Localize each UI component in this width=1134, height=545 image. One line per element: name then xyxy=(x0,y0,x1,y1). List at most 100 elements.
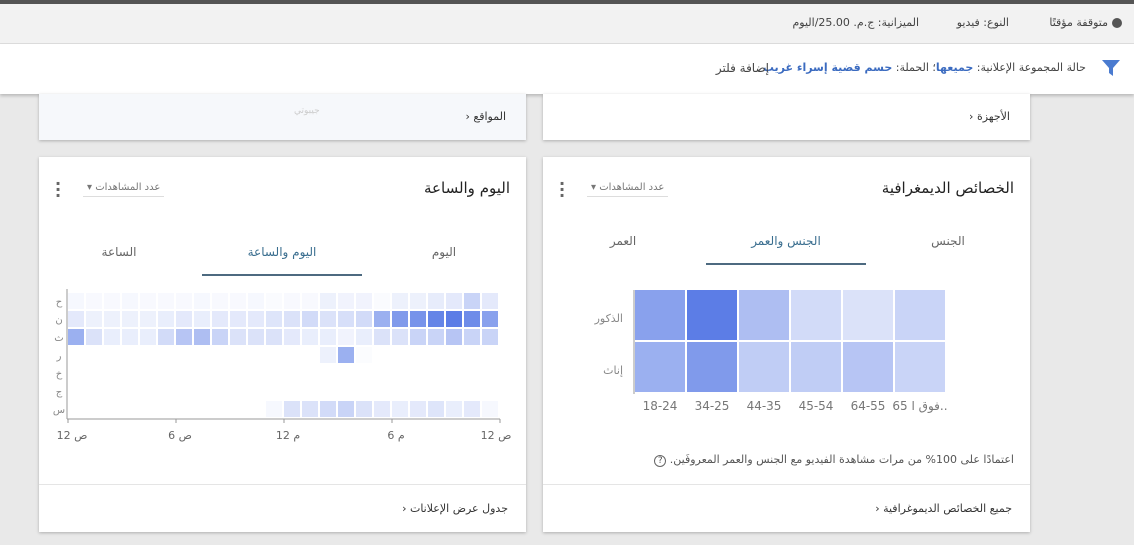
heatmap-cell xyxy=(320,311,336,327)
heatmap-cell xyxy=(230,311,246,327)
tab-age[interactable]: العمر xyxy=(609,234,637,248)
heatmap-cell xyxy=(338,329,354,345)
heatmap-cell xyxy=(122,293,138,309)
heatmap-cell xyxy=(687,342,737,392)
heatmap-cell xyxy=(230,293,246,309)
budget-label: الميزانية: ج.م. 25.00/اليوم xyxy=(792,16,919,29)
heatmap-cell xyxy=(482,401,498,417)
heatmap-cell xyxy=(176,311,192,327)
x-tick-label: 64-55 xyxy=(851,399,886,413)
heatmap-cell xyxy=(392,329,408,345)
x-tick-label: 18-24 xyxy=(643,399,678,413)
heatmap-cell xyxy=(392,401,408,417)
locations-link[interactable]: المواقع ‹ xyxy=(465,110,506,123)
window-top-bar xyxy=(0,0,1134,4)
heatmap-cell xyxy=(374,311,390,327)
tab-hour[interactable]: الساعة xyxy=(101,245,137,259)
row-label: الذكور xyxy=(594,312,623,325)
heatmap-cell xyxy=(392,293,408,309)
heatmap-cell xyxy=(158,293,174,309)
heatmap-cell xyxy=(356,347,372,363)
filter-icon[interactable] xyxy=(1102,60,1120,76)
heatmap-cell xyxy=(410,329,426,345)
heatmap-cell xyxy=(266,401,282,417)
devices-card: الأجهزة ‹ xyxy=(543,94,1030,140)
heatmap-cell xyxy=(86,329,102,345)
heatmap-cell xyxy=(194,311,210,327)
tab-gender[interactable]: الجنس xyxy=(931,234,965,248)
heatmap-cell xyxy=(176,293,192,309)
heatmap-cell xyxy=(122,329,138,345)
heatmap-cell xyxy=(791,342,841,392)
heatmap-cell xyxy=(895,290,945,340)
heatmap-cell xyxy=(86,311,102,327)
heatmap-cell xyxy=(843,342,893,392)
active-tab-indicator xyxy=(202,274,362,276)
x-tick-label: ص 12 xyxy=(481,429,512,442)
x-tick-label: ص 12 xyxy=(57,429,88,442)
heatmap-cell xyxy=(284,401,300,417)
heatmap-cell xyxy=(356,311,372,327)
heatmap-cell xyxy=(158,329,174,345)
add-filter-button[interactable]: إضافة فلتر xyxy=(715,61,769,75)
heatmap-cell xyxy=(212,293,228,309)
all-demographics-link[interactable]: جميع الخصائص الديموغرافية ‹ xyxy=(875,502,1012,515)
heatmap-cell xyxy=(356,329,372,345)
heatmap-cell xyxy=(410,311,426,327)
heatmap-cell xyxy=(843,290,893,340)
heatmap-cell xyxy=(464,293,480,309)
help-icon[interactable]: ? xyxy=(654,455,667,467)
heatmap-cell xyxy=(302,401,318,417)
heatmap-cell xyxy=(482,293,498,309)
heatmap-cell xyxy=(320,293,336,309)
x-tick-label: ص 6 xyxy=(168,429,192,442)
day-hour-card: اليوم والساعة عدد المشاهدات ▾ · · · اليوم … xyxy=(39,157,526,532)
row-label: ن xyxy=(55,315,62,326)
heatmap-cell xyxy=(374,401,390,417)
tab-gender-age[interactable]: الجنس والعمر xyxy=(751,234,821,248)
x-tick-label: م 12 xyxy=(276,429,300,442)
heatmap-cell xyxy=(176,329,192,345)
heatmap-cell xyxy=(284,329,300,345)
tab-day-hour[interactable]: اليوم والساعة xyxy=(247,245,317,259)
heatmap-cell xyxy=(248,329,264,345)
heatmap-cell xyxy=(68,293,84,309)
more-options-icon[interactable]: · · · xyxy=(54,174,62,205)
heatmap-cell xyxy=(687,290,737,340)
heatmap-cell xyxy=(374,329,390,345)
heatmap-cell xyxy=(248,311,264,327)
heatmap-cell xyxy=(212,329,228,345)
card-title: اليوم والساعة xyxy=(424,179,510,197)
active-filters[interactable]: حالة المجموعة الإعلانية: جميعها؛ الحملة:… xyxy=(762,61,1086,74)
filter-bar: حالة المجموعة الإعلانية: جميعها؛ الحملة:… xyxy=(0,44,1134,94)
heatmap-cell xyxy=(446,401,462,417)
metric-dropdown[interactable]: عدد المشاهدات ▾ xyxy=(587,182,669,197)
heatmap-cell xyxy=(739,342,789,392)
metric-dropdown[interactable]: عدد المشاهدات ▾ xyxy=(83,182,165,197)
heatmap-cell xyxy=(194,293,210,309)
heatmap-cell xyxy=(86,293,102,309)
status: متوقفة مؤقتًا xyxy=(1049,16,1122,29)
heatmap-cell xyxy=(410,293,426,309)
heatmap-cell xyxy=(320,329,336,345)
devices-link[interactable]: الأجهزة ‹ xyxy=(969,110,1010,123)
divider xyxy=(543,484,1030,485)
tab-day[interactable]: اليوم xyxy=(431,245,457,259)
heatmap-cell xyxy=(194,329,210,345)
heatmap-cell xyxy=(635,342,685,392)
heatmap-cell xyxy=(446,329,462,345)
divider xyxy=(39,484,526,485)
heatmap-cell xyxy=(446,293,462,309)
ad-schedule-link[interactable]: جدول عرض الإعلانات ‹ xyxy=(402,502,508,515)
heatmap-cell xyxy=(428,293,444,309)
heatmap-cell xyxy=(635,290,685,340)
heatmap-cell xyxy=(895,342,945,392)
heatmap-cell xyxy=(104,293,120,309)
heatmap-cell xyxy=(464,311,480,327)
more-options-icon[interactable]: · · · xyxy=(558,174,566,205)
x-tick-label: 44-35 xyxy=(747,399,782,413)
heatmap-cell xyxy=(104,329,120,345)
heatmap-cell xyxy=(68,329,84,345)
heatmap-cell xyxy=(122,311,138,327)
row-label: س xyxy=(53,405,65,416)
